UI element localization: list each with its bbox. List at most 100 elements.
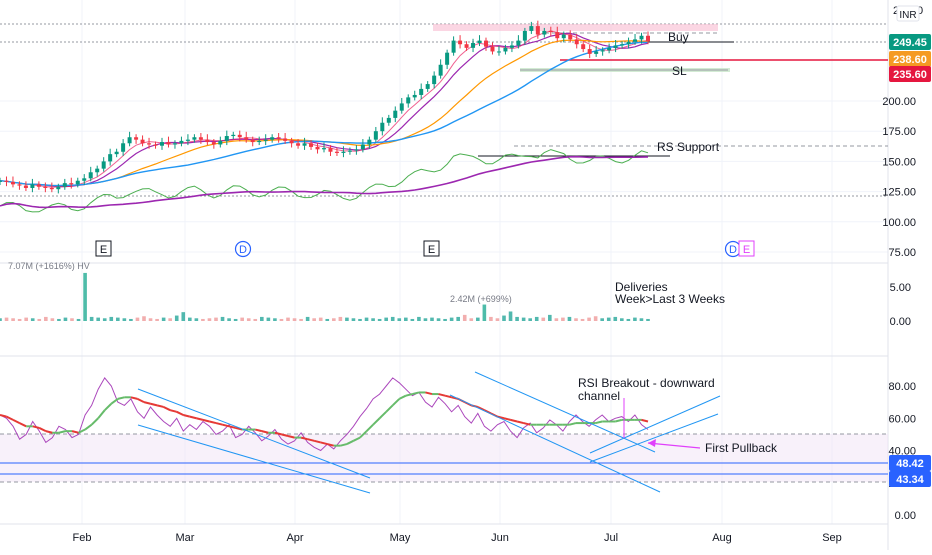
- volume-bar[interactable]: [410, 318, 415, 321]
- candle-body[interactable]: [244, 137, 249, 140]
- candle-body[interactable]: [153, 144, 158, 146]
- candle-body[interactable]: [4, 180, 9, 182]
- candle-body[interactable]: [490, 46, 495, 52]
- volume-bar[interactable]: [161, 317, 166, 321]
- candle-body[interactable]: [347, 150, 352, 152]
- candle-body[interactable]: [198, 137, 203, 140]
- earnings-marker-1[interactable]: E: [100, 244, 107, 256]
- volume-bar[interactable]: [384, 317, 388, 321]
- candle-body[interactable]: [360, 144, 365, 150]
- volume-bar[interactable]: [606, 317, 611, 321]
- candle-body[interactable]: [458, 40, 463, 45]
- candle-body[interactable]: [646, 35, 650, 42]
- volume-bar[interactable]: [351, 318, 356, 321]
- volume-bar[interactable]: [462, 314, 467, 321]
- candle-body[interactable]: [127, 137, 132, 144]
- time-axis[interactable]: Feb Mar Apr May Jun Jul Aug Sep: [73, 532, 842, 544]
- volume-bar[interactable]: [135, 317, 140, 321]
- candle-body[interactable]: [283, 138, 288, 141]
- volume-bar[interactable]: [469, 318, 474, 321]
- candle-body[interactable]: [503, 47, 508, 52]
- trendline-1-lower[interactable]: [137, 424, 371, 494]
- volume-bar[interactable]: [639, 318, 644, 321]
- volume-bar[interactable]: [57, 318, 61, 321]
- trendline-1-upper[interactable]: [137, 388, 371, 479]
- candle-body[interactable]: [626, 41, 631, 45]
- candle-body[interactable]: [23, 185, 28, 188]
- candle-body[interactable]: [334, 151, 339, 153]
- candle-body[interactable]: [69, 183, 74, 185]
- candle-body[interactable]: [0, 180, 2, 182]
- candle-body[interactable]: [432, 75, 437, 85]
- volume-bar[interactable]: [174, 315, 179, 321]
- candle-body[interactable]: [185, 139, 190, 141]
- candle-body[interactable]: [516, 40, 521, 46]
- volume-bar[interactable]: [4, 317, 9, 321]
- volume-bar[interactable]: [600, 318, 604, 321]
- volume-bar[interactable]: [109, 316, 114, 321]
- volume-bar[interactable]: [502, 315, 506, 321]
- volume-bar[interactable]: [534, 316, 539, 321]
- volume-bar[interactable]: [30, 318, 35, 321]
- candle-body[interactable]: [451, 40, 456, 53]
- volume-bar[interactable]: [168, 318, 172, 321]
- volume-bar[interactable]: [312, 318, 316, 321]
- volume-bar[interactable]: [220, 316, 225, 321]
- candle-body[interactable]: [160, 142, 164, 146]
- volume-bar[interactable]: [76, 318, 81, 321]
- volume-bar[interactable]: [613, 316, 618, 321]
- earnings-marker-2[interactable]: E: [428, 244, 435, 256]
- candle-body[interactable]: [477, 40, 482, 44]
- price-axis[interactable]: 75.00 100.00 125.00 150.00 175.00 200.00: [882, 96, 916, 259]
- candle-body[interactable]: [231, 134, 236, 137]
- volume-bar[interactable]: [129, 318, 133, 321]
- volume-bar[interactable]: [515, 316, 519, 321]
- volume-bar[interactable]: [548, 314, 552, 321]
- volume-bar[interactable]: [201, 318, 205, 321]
- candle-body[interactable]: [263, 139, 268, 141]
- volume-axis[interactable]: 0.00 5.00: [890, 282, 911, 328]
- volume-bar[interactable]: [142, 316, 146, 321]
- candle-body[interactable]: [620, 44, 625, 46]
- volume-bar[interactable]: [574, 318, 578, 321]
- volume-bar[interactable]: [148, 318, 153, 321]
- candle-body[interactable]: [445, 52, 450, 65]
- volume-bar[interactable]: [404, 317, 408, 321]
- candle-body[interactable]: [62, 183, 67, 187]
- candle-body[interactable]: [101, 161, 106, 169]
- trendline-2-upper[interactable]: [474, 371, 656, 453]
- candle-body[interactable]: [43, 186, 48, 188]
- volume-bar[interactable]: [554, 318, 559, 321]
- volume-bar[interactable]: [50, 318, 55, 321]
- candle-body[interactable]: [218, 140, 223, 145]
- rsi-trendlines[interactable]: [137, 371, 721, 494]
- candle-body[interactable]: [341, 151, 346, 153]
- volume-bar[interactable]: [299, 318, 303, 321]
- candle-body[interactable]: [594, 51, 599, 54]
- candle-body[interactable]: [328, 148, 333, 152]
- event-markers[interactable]: E D E D E: [95, 240, 755, 258]
- volume-bar[interactable]: [273, 318, 277, 321]
- volume-bar[interactable]: [620, 318, 624, 321]
- volume-bar[interactable]: [181, 312, 186, 321]
- candle-body[interactable]: [639, 35, 644, 40]
- candle-body[interactable]: [529, 26, 534, 31]
- candle-body[interactable]: [179, 140, 184, 144]
- volume-series[interactable]: [0, 272, 650, 321]
- candle-body[interactable]: [114, 151, 119, 155]
- candle-body[interactable]: [438, 64, 443, 76]
- volume-bar[interactable]: [580, 318, 585, 321]
- volume-bar[interactable]: [567, 316, 572, 321]
- volume-bar[interactable]: [521, 317, 526, 321]
- candle-body[interactable]: [134, 137, 139, 140]
- volume-bar[interactable]: [253, 318, 258, 321]
- volume-bar[interactable]: [279, 318, 284, 321]
- candle-body[interactable]: [373, 131, 378, 140]
- candle-body[interactable]: [535, 26, 540, 35]
- dividend-marker-1[interactable]: D: [239, 244, 247, 256]
- earnings-marker-2-box[interactable]: [423, 240, 440, 257]
- candle-body[interactable]: [587, 49, 592, 54]
- volume-bar[interactable]: [63, 317, 68, 321]
- volume-bar[interactable]: [338, 316, 343, 321]
- candle-body[interactable]: [82, 178, 87, 181]
